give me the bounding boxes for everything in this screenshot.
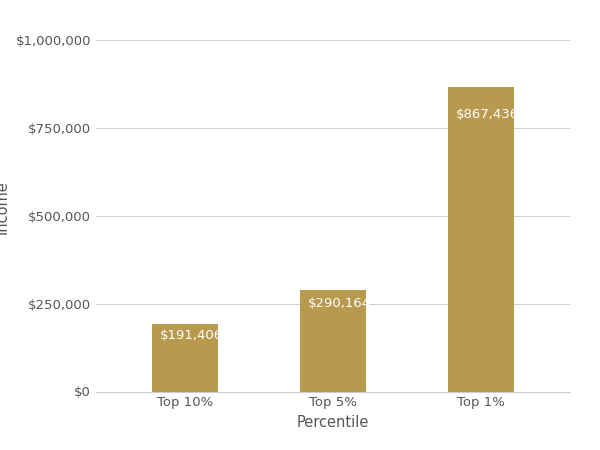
- Y-axis label: Income: Income: [0, 180, 10, 234]
- Bar: [448, 87, 514, 392]
- X-axis label: Percentile: Percentile: [297, 415, 369, 430]
- Text: $191,406: $191,406: [160, 329, 223, 342]
- Text: $867,436: $867,436: [456, 108, 519, 121]
- Text: $290,164: $290,164: [308, 297, 371, 310]
- Bar: [299, 289, 367, 392]
- Bar: [152, 324, 218, 392]
